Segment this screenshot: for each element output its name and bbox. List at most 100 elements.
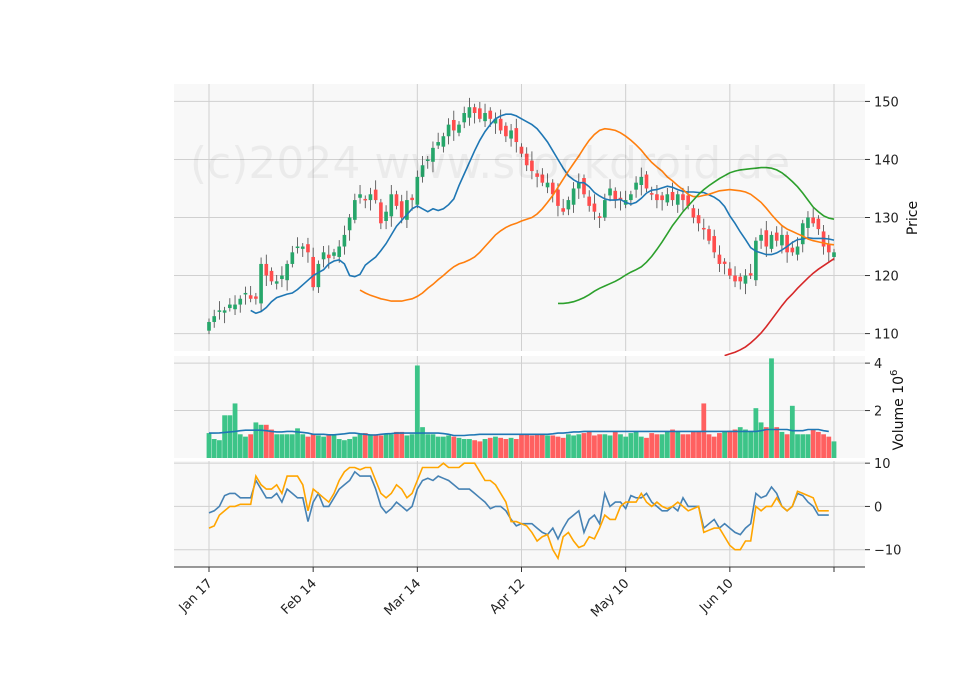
candle-body <box>509 130 513 139</box>
volume-bar <box>795 434 800 458</box>
volume-bar <box>534 434 540 458</box>
volume-bar <box>789 405 795 458</box>
volume-bar <box>529 435 535 458</box>
volume-bar <box>305 436 311 458</box>
candle-body <box>785 234 789 253</box>
candle-body <box>212 316 217 322</box>
volume-bar <box>727 430 733 458</box>
volume-bar <box>706 434 712 458</box>
volume-bar <box>300 434 306 458</box>
candle-body <box>561 208 565 212</box>
candle-body <box>576 182 581 189</box>
x-tick-label: Apr 12 <box>487 576 528 617</box>
volume-bar <box>612 431 618 458</box>
price-tick-label: 110 <box>874 328 899 343</box>
oscillator-tick-label: 10 <box>874 457 891 472</box>
candle-body <box>655 194 659 201</box>
volume-bar <box>555 436 561 458</box>
volume-bar <box>732 429 738 458</box>
candle-body <box>498 118 503 131</box>
volume-bar <box>404 435 410 458</box>
candle-body <box>816 218 821 230</box>
volume-bar <box>737 427 743 458</box>
candle-body <box>353 200 357 220</box>
price-tick-label: 130 <box>874 212 899 227</box>
volume-bar <box>243 436 248 458</box>
volume-bar <box>784 434 790 458</box>
candle-body <box>472 107 477 114</box>
candle-body <box>467 107 472 118</box>
candle-body <box>550 182 555 195</box>
candle-body <box>665 194 670 203</box>
price-tick-label: 150 <box>874 95 899 110</box>
candle-body <box>431 147 435 162</box>
candle-body <box>410 197 414 201</box>
candle-body <box>597 216 602 218</box>
volume-bar <box>696 431 701 458</box>
x-axis: Jan 17 Feb 14 Mar 14 Apr 12 May 10 Jun 10 <box>174 566 865 620</box>
candle-body <box>733 275 737 282</box>
candle-body <box>436 142 440 146</box>
candle-body <box>243 292 248 295</box>
price-axis-title: Price <box>905 201 921 235</box>
oscillator-panel: 10 0 −10 <box>174 457 901 567</box>
volume-bar <box>451 436 457 458</box>
candle-body <box>207 321 211 331</box>
volume-bar <box>711 436 717 458</box>
volume-bar <box>763 427 769 458</box>
candle-body <box>233 304 237 310</box>
volume-bar <box>487 437 493 458</box>
volume-bar <box>498 437 504 458</box>
candle-body <box>811 217 815 224</box>
oscillator-line-1 <box>208 470 829 541</box>
candle-body <box>451 119 456 131</box>
candle-body <box>478 108 482 119</box>
price-tick-label: 140 <box>874 153 899 168</box>
candle-body <box>701 227 706 230</box>
candle-body <box>217 310 222 312</box>
candle-body <box>634 182 638 190</box>
price-panel: 110 120 130 140 150 <box>174 84 899 357</box>
candle-body <box>728 268 732 276</box>
candle-body <box>571 188 576 205</box>
volume-bar <box>644 437 649 458</box>
x-tick-label: Jun 10 <box>696 576 736 616</box>
candle-body <box>774 232 779 241</box>
candle-body <box>311 256 315 288</box>
volume-bar <box>467 439 472 458</box>
volume-bar <box>758 422 764 458</box>
volume-bar <box>633 431 639 458</box>
volume-bar <box>414 365 420 458</box>
candle-body <box>285 263 289 281</box>
candle-body <box>316 263 321 288</box>
oscillator-tick-label: 0 <box>874 500 882 515</box>
volume-bar <box>602 434 608 458</box>
candle-body <box>790 247 795 253</box>
candle-body <box>457 124 461 133</box>
candle-body <box>394 194 399 206</box>
volume-bar <box>227 415 233 458</box>
volume-bar <box>513 439 519 458</box>
volume-bar <box>748 431 754 458</box>
candle-body <box>535 173 539 177</box>
volume-bar <box>545 435 550 458</box>
candle-body <box>363 198 368 201</box>
candle-body <box>556 189 560 206</box>
volume-bar <box>399 431 405 458</box>
candle-body <box>712 236 717 253</box>
candle-body <box>259 263 263 304</box>
candle-body <box>306 244 310 253</box>
volume-bar <box>659 434 665 458</box>
moving-average-line-2 <box>359 127 835 302</box>
candle-body <box>660 195 664 201</box>
volume-bar <box>690 431 696 458</box>
volume-bar <box>430 434 436 458</box>
volume-bar <box>274 434 280 458</box>
candle-body <box>228 304 232 309</box>
volume-bar <box>289 434 295 458</box>
volume-bar <box>675 431 681 458</box>
volume-bar <box>342 440 347 458</box>
volume-bar <box>493 436 498 458</box>
volume-bar <box>607 435 613 458</box>
volume-bar <box>769 358 774 458</box>
